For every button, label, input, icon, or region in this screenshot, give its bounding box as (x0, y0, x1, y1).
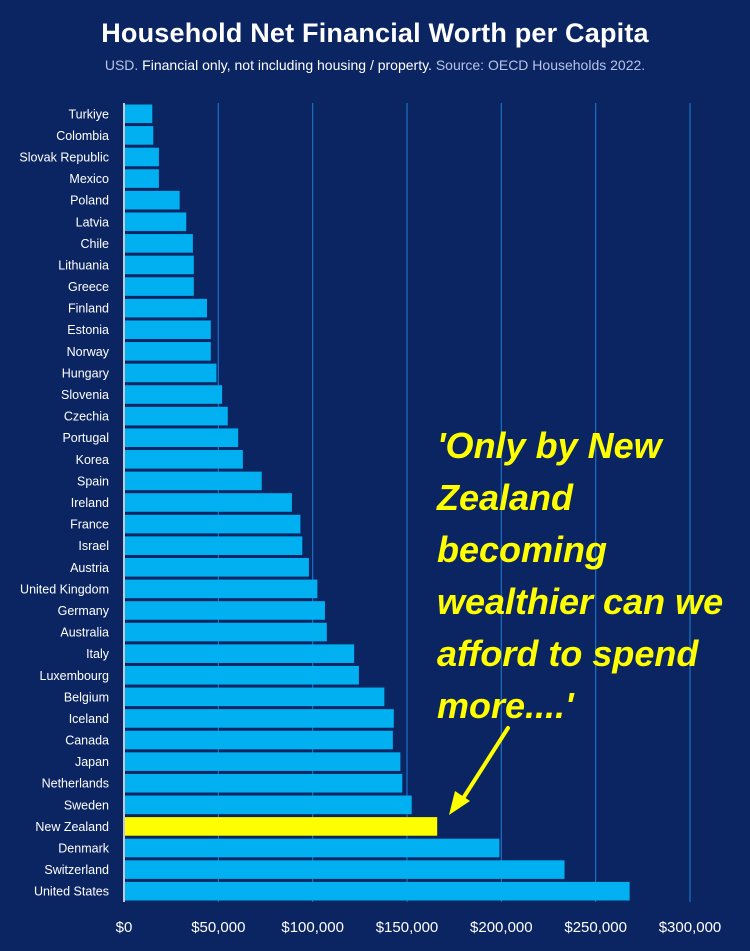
category-label: Austria (70, 561, 109, 575)
bar (125, 838, 500, 858)
bar (125, 320, 211, 340)
category-label: Japan (75, 755, 109, 769)
category-label: Turkiye (68, 107, 109, 121)
bar (125, 579, 318, 599)
category-label: Netherlands (42, 777, 109, 791)
bar (125, 147, 159, 167)
bar (125, 644, 355, 663)
bar (125, 212, 187, 232)
bar (125, 709, 394, 728)
subtitle-description: Financial only, not including housing / … (142, 57, 432, 73)
category-label: Israel (78, 539, 109, 553)
category-label: Norway (67, 345, 110, 359)
category-label: Colombia (56, 129, 109, 143)
category-label: Mexico (69, 172, 109, 186)
x-tick-label: $150,000 (376, 919, 439, 936)
bar (125, 298, 208, 318)
category-label: Belgium (64, 690, 109, 704)
bar (125, 428, 239, 448)
bar (125, 514, 301, 534)
bar (125, 752, 401, 771)
bar (125, 363, 217, 383)
category-label: Slovak Republic (19, 150, 109, 164)
category-label: Poland (70, 194, 109, 208)
category-label: Ireland (71, 496, 109, 510)
bar (125, 665, 359, 685)
category-label: Germany (58, 604, 110, 618)
category-label: Australia (60, 626, 109, 640)
bar (125, 795, 412, 815)
annotation-arrow-shaft (460, 726, 510, 802)
bar (125, 342, 211, 361)
category-label: Chile (81, 237, 110, 251)
x-tick-label: $100,000 (281, 919, 344, 936)
bar (125, 385, 223, 404)
x-tick-label: $300,000 (659, 919, 722, 936)
bar (125, 773, 403, 793)
category-label: France (70, 518, 109, 532)
category-label: Switzerland (44, 863, 109, 877)
bar (125, 557, 309, 577)
chart-subtitle: USD. Financial only, not including housi… (0, 57, 750, 73)
category-label: Italy (86, 647, 110, 661)
category-label: Finland (68, 302, 109, 316)
bar (125, 601, 325, 620)
x-tick-label: $0 (116, 919, 133, 936)
bar (125, 277, 194, 296)
category-label: Denmark (58, 842, 109, 856)
category-label: Sweden (64, 798, 109, 812)
bar (125, 104, 153, 124)
category-label: Estonia (67, 323, 109, 337)
bar (125, 126, 154, 145)
category-label: Slovenia (61, 388, 109, 402)
bar-highlight (125, 817, 438, 836)
category-label: Iceland (69, 712, 109, 726)
bar (125, 190, 180, 210)
bar (125, 730, 393, 750)
bar (125, 406, 228, 426)
bar (125, 450, 243, 469)
chart-title: Household Net Financial Worth per Capita (101, 18, 649, 48)
subtitle-usd: USD. (104, 57, 139, 73)
bar (125, 255, 194, 275)
category-label: Luxembourg (40, 669, 110, 683)
bar (125, 169, 159, 188)
bar (125, 234, 193, 253)
bar (125, 471, 262, 491)
bar (125, 881, 630, 901)
bar (125, 493, 292, 512)
category-label: Spain (77, 474, 109, 488)
annotation-quote: 'Only by New Zealand becoming wealthier … (437, 425, 724, 726)
category-label: New Zealand (35, 820, 109, 834)
bar (125, 687, 385, 707)
bar (125, 622, 327, 642)
category-label: Greece (68, 280, 109, 294)
category-label: Portugal (62, 431, 109, 445)
annotation-arrow-head (449, 791, 470, 815)
category-label: Canada (65, 734, 109, 748)
category-label: Latvia (76, 215, 109, 229)
subtitle-source: Source: OECD Households 2022. (435, 57, 646, 73)
category-label: Korea (76, 453, 109, 467)
bar (125, 860, 565, 879)
x-tick-label: $200,000 (470, 919, 533, 936)
category-label: United Kingdom (20, 582, 109, 596)
category-label: Lithuania (58, 258, 109, 272)
category-label: United States (34, 885, 109, 899)
bar (125, 536, 303, 555)
category-label: Hungary (62, 366, 110, 380)
category-label: Czechia (64, 410, 109, 424)
x-tick-label: $50,000 (191, 919, 245, 936)
x-tick-label: $250,000 (564, 919, 627, 936)
